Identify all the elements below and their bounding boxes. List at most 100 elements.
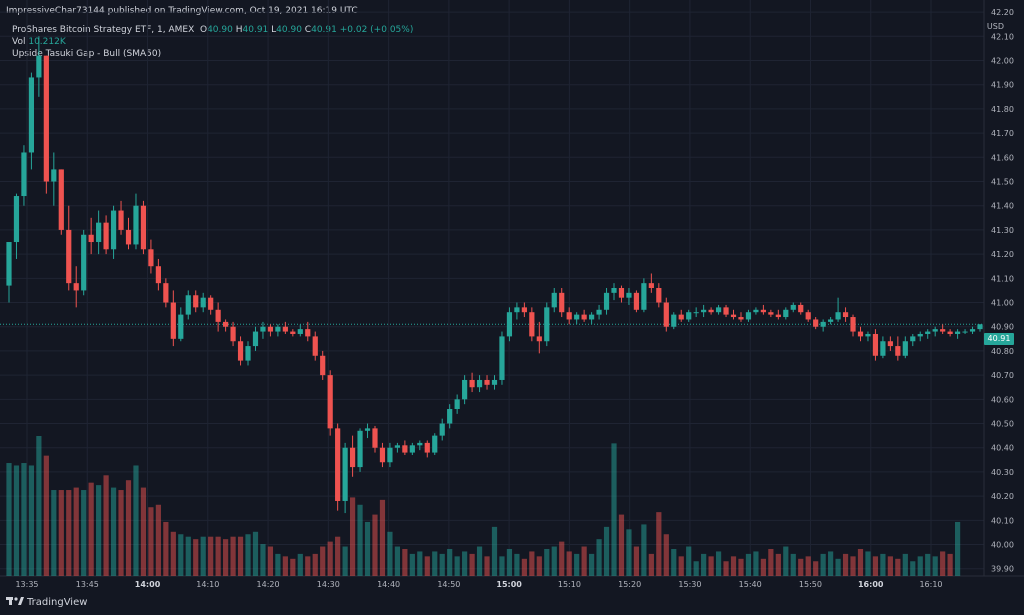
volume-bar — [387, 531, 393, 576]
volume-bar — [940, 551, 946, 576]
volume-bar — [566, 551, 572, 576]
volume-bar — [357, 504, 363, 576]
candle-body — [641, 283, 647, 310]
y-tick-label: 41.30 — [991, 226, 1014, 235]
volume-bar — [693, 561, 699, 576]
candle-body — [895, 346, 901, 356]
volume-bar — [932, 556, 938, 576]
volume-bar — [715, 551, 722, 576]
candle-body — [805, 312, 811, 320]
volume-bar — [185, 536, 191, 576]
volume-bar — [290, 558, 296, 576]
candle-body — [409, 445, 415, 453]
volume-bar — [499, 556, 505, 576]
volume-bar — [910, 561, 916, 576]
candle-body — [275, 326, 281, 332]
candle-body — [648, 283, 654, 288]
x-tick-label: 15:00 — [496, 580, 522, 589]
candle-body — [611, 288, 617, 293]
volume-bar — [275, 553, 281, 576]
volume-bar — [805, 556, 811, 576]
candle-body — [962, 331, 968, 333]
candle-body — [678, 314, 684, 320]
y-tick-label: 41.00 — [991, 299, 1014, 308]
volume-bar — [820, 553, 826, 576]
candle-body — [6, 242, 12, 286]
x-tick-label: 15:30 — [678, 580, 701, 589]
y-tick-label: 40.00 — [991, 541, 1014, 550]
y-tick-label: 41.80 — [991, 105, 1014, 114]
volume-bar — [118, 490, 124, 576]
volume-row[interactable]: Vol 10.212K — [12, 36, 413, 48]
volume-bar — [872, 556, 879, 576]
candle-body — [723, 307, 729, 315]
volume-bar — [544, 548, 550, 576]
volume-bar — [148, 507, 154, 576]
x-tick-label: 13:45 — [76, 580, 99, 589]
indicator-row[interactable]: Upside Tasuki Gap - Bull (SMA50) — [12, 48, 413, 60]
y-tick-label: 42.00 — [991, 57, 1014, 66]
x-tick-label: 14:00 — [135, 580, 161, 589]
candle-body — [305, 329, 311, 337]
x-tick-label: 16:00 — [858, 580, 884, 589]
candle-body — [730, 314, 737, 318]
candle-body — [715, 307, 722, 313]
candle-body — [170, 302, 176, 339]
candle-body — [857, 331, 864, 337]
volume-bar — [603, 526, 610, 576]
candle-body — [656, 288, 662, 303]
candle-body — [514, 307, 520, 313]
volume-bar — [215, 536, 221, 576]
candle-body — [783, 309, 789, 318]
candle-body — [267, 326, 274, 332]
candle-body — [394, 445, 400, 448]
candle-body — [88, 234, 94, 243]
candle-body — [36, 55, 42, 78]
volume-bar — [155, 504, 161, 576]
volume-bar — [73, 487, 79, 576]
candle-body — [581, 314, 587, 320]
candle-body — [745, 312, 752, 320]
x-tick-label: 13:35 — [15, 580, 38, 589]
volume-bar — [103, 475, 109, 576]
candle-body — [454, 399, 460, 410]
volume-bar — [536, 556, 542, 576]
volume-bar — [783, 546, 789, 576]
volume-bar — [828, 551, 834, 576]
candle-body — [260, 326, 266, 332]
volume-bar — [36, 436, 42, 576]
volume-bar — [656, 512, 662, 576]
candle-body — [536, 336, 542, 342]
candle-body — [81, 234, 87, 291]
candle-body — [686, 312, 692, 320]
candle-body — [708, 309, 714, 313]
candle-body — [790, 304, 796, 310]
candle-body — [230, 326, 236, 342]
candle-body — [521, 307, 527, 313]
volume-bar — [514, 553, 520, 576]
candle-body — [43, 55, 49, 182]
y-tick-label: 41.20 — [991, 250, 1014, 259]
volume-bar — [462, 551, 468, 576]
candle-body — [551, 292, 557, 308]
candle-body — [626, 292, 632, 298]
candle-body — [155, 266, 161, 284]
volume-bar — [417, 551, 423, 576]
close-value: 40.91 — [311, 25, 337, 35]
volume-bar — [678, 556, 684, 576]
candle-body — [529, 312, 535, 337]
volume-bar — [626, 529, 632, 576]
volume-bar — [335, 536, 341, 576]
tradingview-logo[interactable]: TradingView — [6, 596, 87, 608]
candle-body — [828, 319, 834, 322]
candle-body — [618, 288, 625, 298]
volume-bar — [701, 553, 707, 576]
candle-body — [163, 283, 169, 303]
volume-bar — [178, 534, 184, 576]
indicator-name: Upside Tasuki Gap - Bull (SMA50) — [12, 49, 162, 59]
x-tick-label: 14:50 — [437, 580, 460, 589]
volume-bar — [559, 541, 565, 576]
symbol-row[interactable]: ProShares Bitcoin Strategy ETF, 1, AMEX … — [12, 24, 413, 36]
volume-bar — [252, 531, 259, 576]
